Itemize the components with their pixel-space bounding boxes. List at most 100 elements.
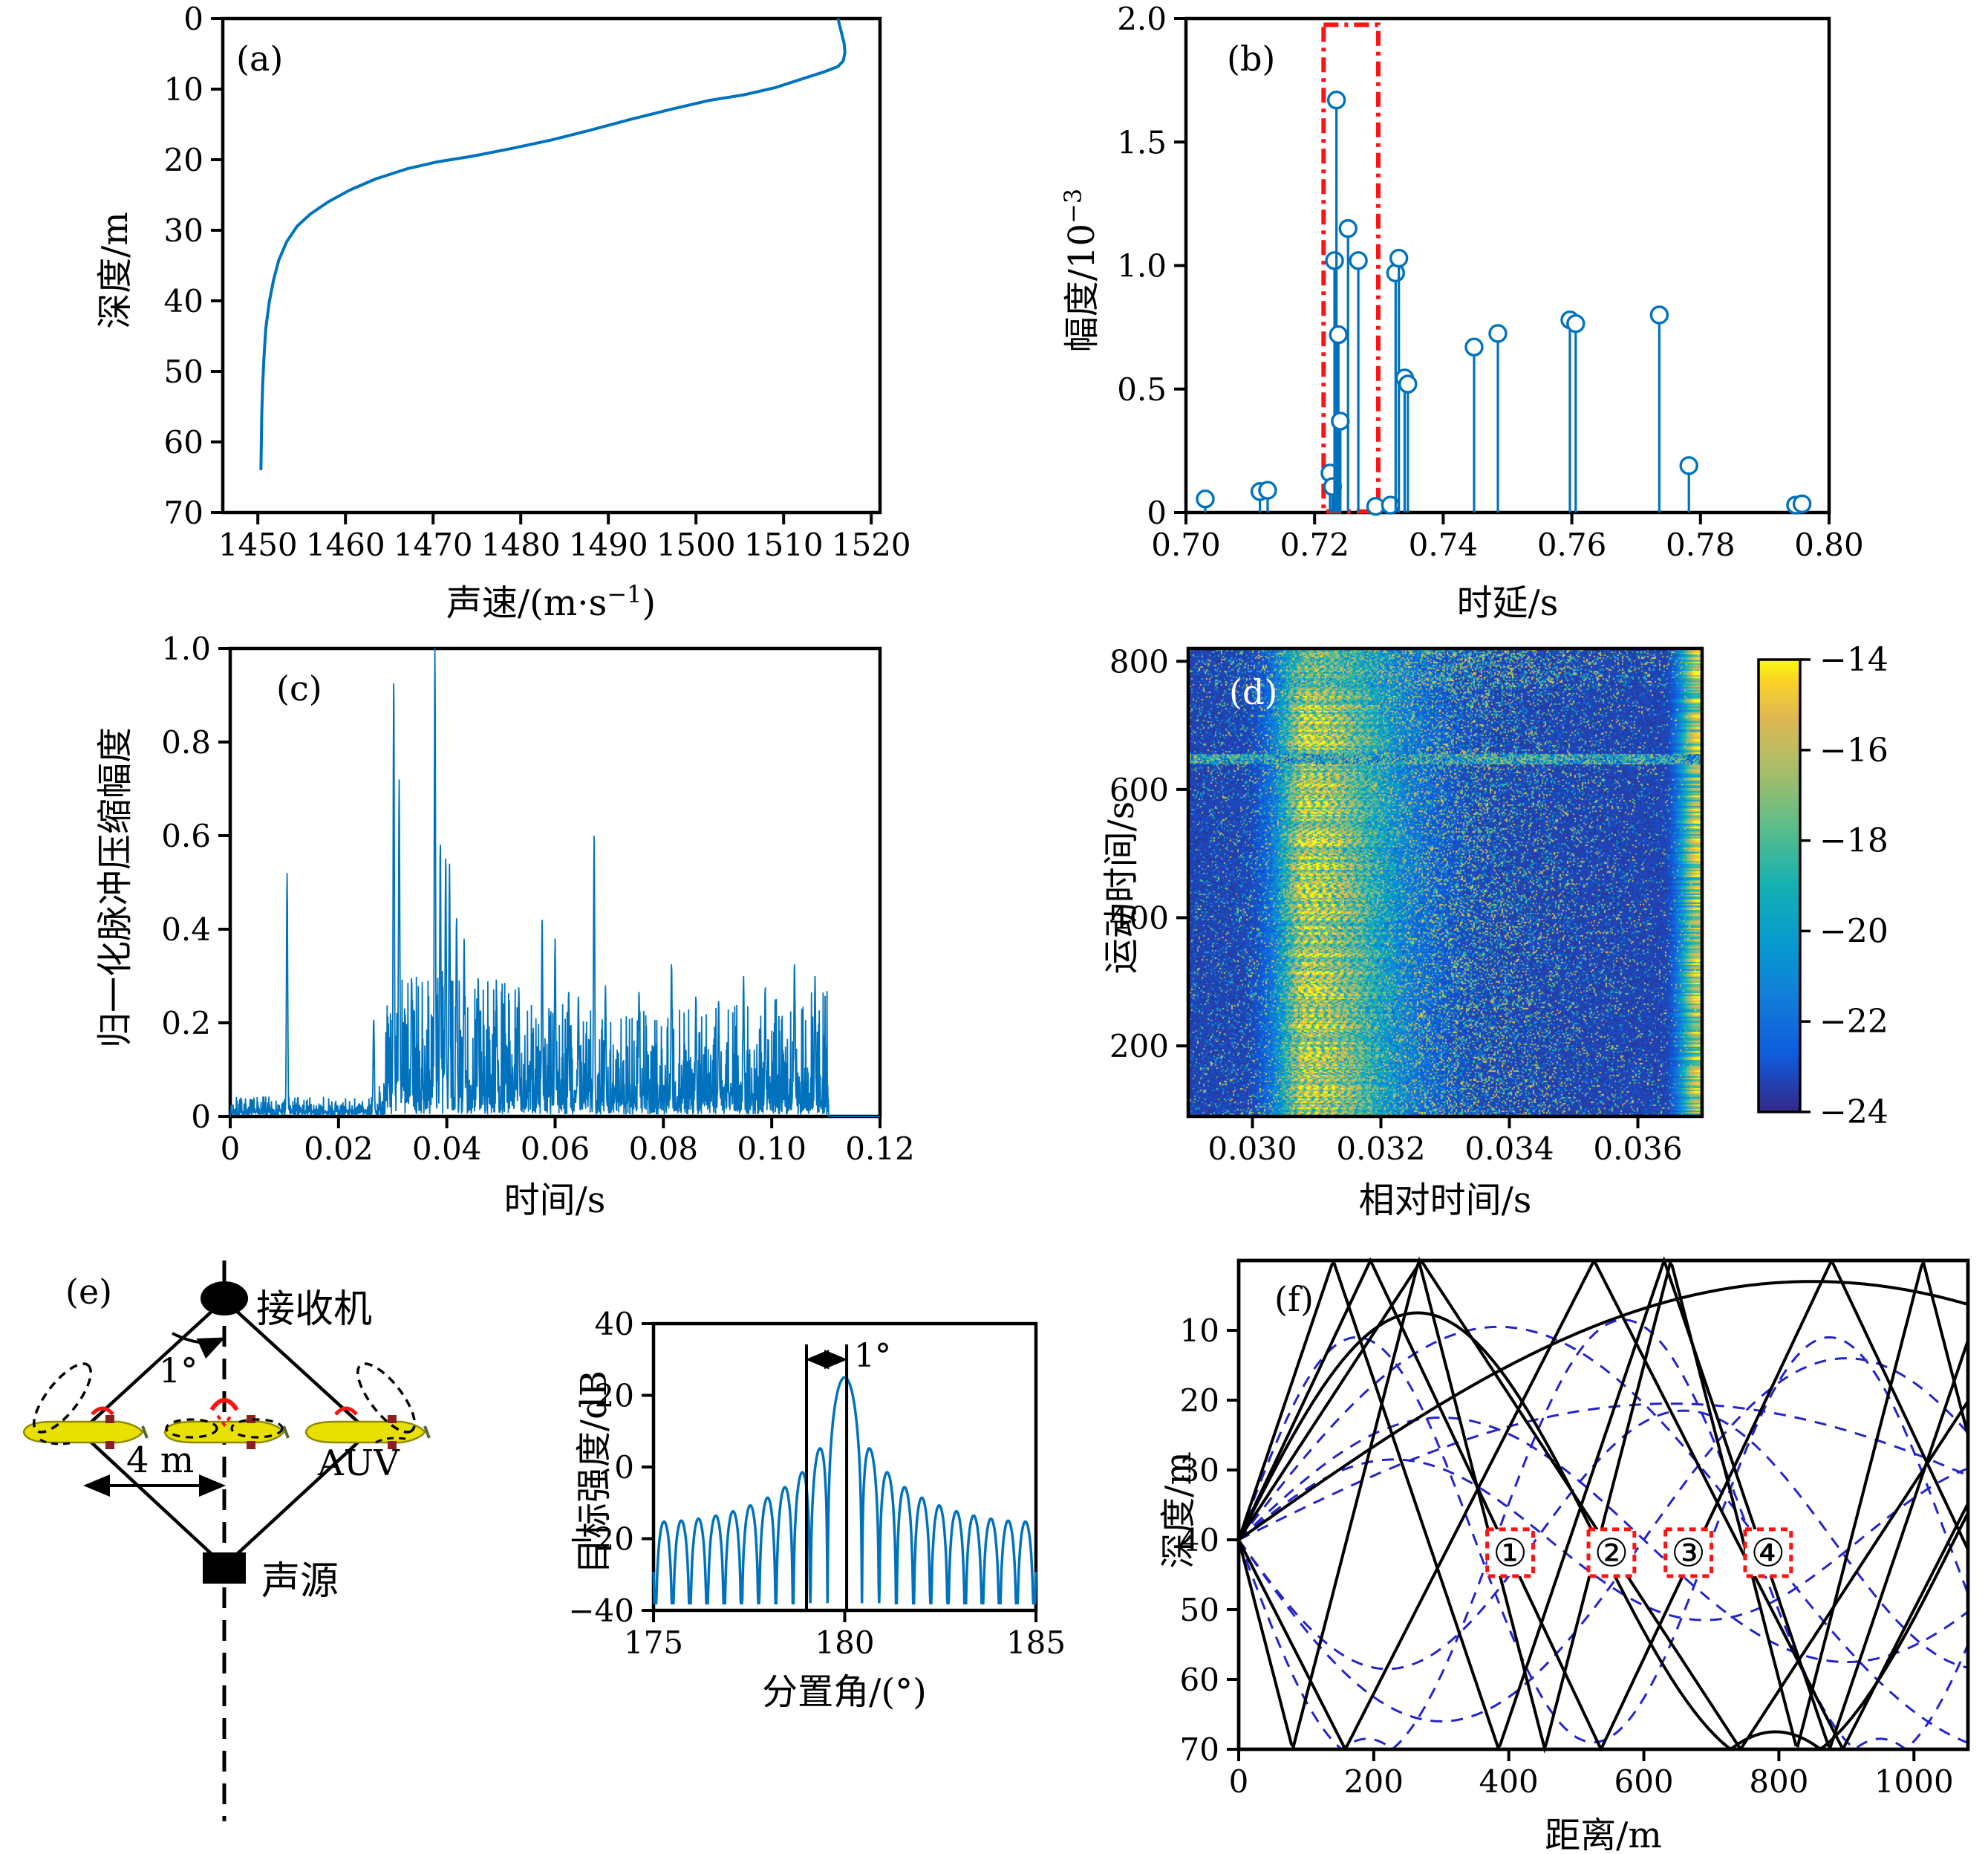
svg-text:1460: 1460 <box>306 527 385 563</box>
svg-text:0.030: 0.030 <box>1208 1131 1297 1167</box>
svg-text:−20: −20 <box>568 1521 634 1558</box>
panel-d-plot: 0.030 0.032 0.034 0.036 200 400 600 800 −14 −16 −1… <box>1109 641 1888 1167</box>
svg-text:−16: −16 <box>1819 732 1888 770</box>
svg-text:0: 0 <box>614 1449 634 1486</box>
svg-text:1450: 1450 <box>218 527 298 563</box>
source-label: 声源 <box>261 1559 339 1604</box>
svg-text:④: ④ <box>1751 1531 1786 1575</box>
svg-text:0.76: 0.76 <box>1537 527 1607 563</box>
svg-text:2.0: 2.0 <box>1117 1 1167 37</box>
svg-text:1.0: 1.0 <box>1117 248 1167 284</box>
svg-text:0.8: 0.8 <box>161 724 211 761</box>
panel-b-ylabel-sup: −3 <box>1059 188 1087 224</box>
svg-text:1480: 1480 <box>481 527 561 563</box>
svg-text:0.74: 0.74 <box>1409 527 1479 563</box>
svg-text:−14: −14 <box>1819 641 1888 679</box>
svg-text:0.4: 0.4 <box>161 911 211 948</box>
panel-b-plot: 0.70 0.72 0.74 0.76 0.78 0.80 0 0.5 1.0 1.5 2.0 <box>1117 1 1864 563</box>
svg-text:−22: −22 <box>1819 1003 1888 1041</box>
svg-text:50: 50 <box>1180 1592 1219 1628</box>
svg-text:0: 0 <box>1229 1763 1249 1800</box>
svg-text:0.06: 0.06 <box>521 1131 590 1167</box>
panel-a-plot: 1450 1460 1470 1480 1490 1500 1510 1520 0 10 20 30 4… <box>164 1 911 563</box>
panel-b-letter: (b) <box>1227 39 1276 79</box>
svg-text:0: 0 <box>183 1 203 37</box>
svg-text:−40: −40 <box>568 1593 634 1629</box>
receiver-label: 接收机 <box>256 1287 373 1332</box>
svg-text:0.036: 0.036 <box>1593 1131 1682 1167</box>
panel-d-letter: (d) <box>1229 672 1278 712</box>
distance-label: 4 m <box>126 1440 195 1481</box>
separation-angle-label: 1° <box>159 1350 198 1390</box>
panel-d-ylabel: 运动时间/s <box>1101 801 1142 975</box>
panel-b-ylabel-pre: 幅度/10 <box>1061 223 1103 353</box>
panel-c-plot: 0 0.02 0.04 0.06 0.08 0.10 0.12 0 0.2 0.4 0.6 0.8 1.… <box>161 631 915 1167</box>
panel-b-ylabel: 幅度/10−3 <box>1052 85 1104 456</box>
svg-text:0.78: 0.78 <box>1666 527 1736 563</box>
svg-text:1.5: 1.5 <box>1117 124 1167 160</box>
svg-text:①: ① <box>1493 1531 1528 1575</box>
svg-text:③: ③ <box>1671 1531 1706 1575</box>
panel-d-xlabel: 相对时间/s <box>1358 1180 1532 1221</box>
svg-text:1470: 1470 <box>394 527 473 563</box>
svg-text:0.72: 0.72 <box>1280 527 1349 563</box>
svg-text:0.02: 0.02 <box>304 1131 374 1167</box>
svg-text:0: 0 <box>221 1131 241 1167</box>
panel-f-letter: (f) <box>1274 1279 1314 1319</box>
panel-c-xlabel: 时间/s <box>503 1180 606 1221</box>
beam-ylabel: 目标强度/dB <box>573 1370 615 1575</box>
svg-text:600: 600 <box>1109 772 1169 808</box>
svg-text:0.80: 0.80 <box>1794 527 1864 563</box>
svg-text:200: 200 <box>1344 1763 1404 1800</box>
svg-text:40: 40 <box>595 1306 634 1342</box>
svg-text:30: 30 <box>1180 1452 1219 1489</box>
svg-text:−24: −24 <box>1819 1093 1888 1131</box>
panel-f-plot: 0 200 400 600 800 1000 10 20 30 40 50 60 70 ① ② ③ ④ <box>1180 1255 1970 1800</box>
svg-text:1.0: 1.0 <box>161 631 211 667</box>
svg-text:1520: 1520 <box>832 527 911 563</box>
heatmap-image <box>1188 648 1702 1116</box>
svg-text:60: 60 <box>1180 1662 1219 1698</box>
svg-text:0.5: 0.5 <box>1117 371 1167 408</box>
svg-text:0.6: 0.6 <box>161 818 211 854</box>
svg-text:0.04: 0.04 <box>412 1131 482 1167</box>
svg-text:50: 50 <box>164 354 203 390</box>
svg-text:180: 180 <box>815 1624 874 1661</box>
svg-text:70: 70 <box>164 495 203 531</box>
svg-text:1510: 1510 <box>744 527 824 563</box>
svg-text:400: 400 <box>1479 1763 1539 1800</box>
panel-f-ylabel: 深度/m <box>1158 1451 1199 1569</box>
panel-a-letter: (a) <box>236 39 284 79</box>
svg-text:20: 20 <box>1180 1382 1219 1419</box>
panel-a-xlabel-pre: 声速/(m·s <box>446 582 607 624</box>
svg-text:0.032: 0.032 <box>1336 1131 1425 1167</box>
svg-text:②: ② <box>1594 1531 1629 1575</box>
svg-text:1500: 1500 <box>656 527 736 563</box>
svg-text:10: 10 <box>1180 1313 1219 1349</box>
panel-e-letter: (e) <box>65 1272 113 1312</box>
svg-text:0.2: 0.2 <box>161 1005 211 1041</box>
svg-text:−18: −18 <box>1819 822 1888 860</box>
svg-text:40: 40 <box>1180 1522 1219 1558</box>
svg-text:0.034: 0.034 <box>1464 1131 1554 1167</box>
panel-e-diagram <box>22 1261 431 1821</box>
panel-a-ylabel: 深度/m <box>94 212 136 329</box>
svg-text:0.10: 0.10 <box>737 1131 806 1167</box>
svg-text:−20: −20 <box>1819 912 1888 950</box>
svg-text:600: 600 <box>1614 1763 1673 1800</box>
svg-text:0: 0 <box>1147 495 1167 531</box>
svg-text:0.70: 0.70 <box>1151 527 1221 563</box>
svg-text:175: 175 <box>624 1624 683 1661</box>
svg-text:1490: 1490 <box>569 527 648 563</box>
svg-text:70: 70 <box>1180 1731 1219 1768</box>
svg-text:400: 400 <box>1109 900 1169 936</box>
svg-text:20: 20 <box>595 1378 634 1414</box>
panel-f-xlabel: 距离/m <box>1545 1815 1662 1854</box>
beam-xlabel: 分置角/(°) <box>762 1671 927 1713</box>
panel-c-letter: (c) <box>276 669 322 709</box>
panel-a-xlabel-sup: −1 <box>607 580 642 608</box>
svg-text:0.08: 0.08 <box>629 1131 699 1167</box>
panel-b-xlabel: 时延/s <box>1456 582 1559 624</box>
